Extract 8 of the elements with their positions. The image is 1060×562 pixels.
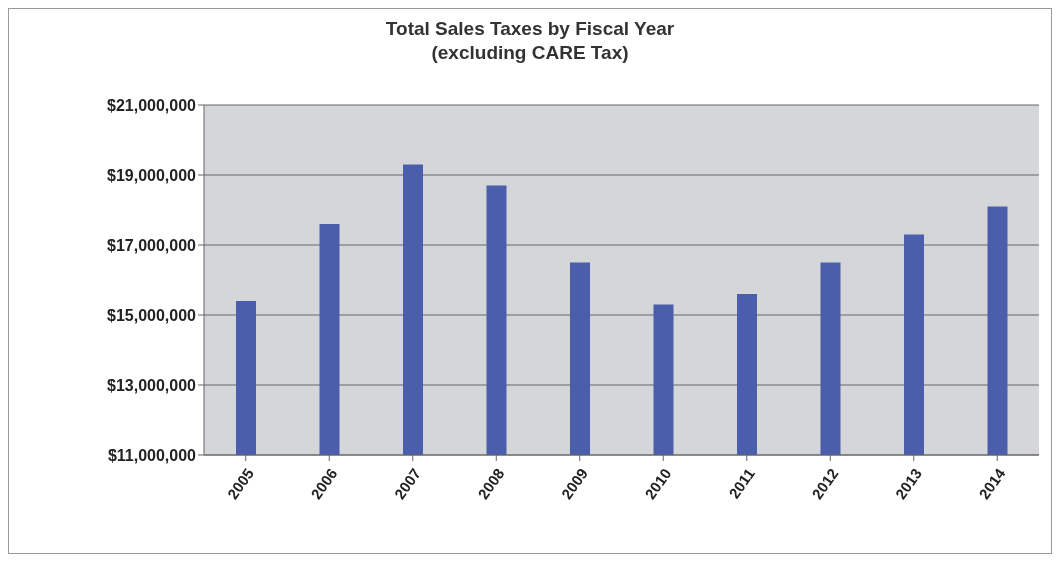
chart-title: Total Sales Taxes by Fiscal Year bbox=[384, 17, 676, 41]
y-tick-label: $19,000,000 bbox=[107, 166, 197, 184]
y-tick-label: $13,000,000 bbox=[107, 376, 197, 394]
y-tick-label: $17,000,000 bbox=[107, 236, 197, 254]
y-tick-label: $21,000,000 bbox=[107, 96, 197, 114]
chart-subtitle: (excluding CARE Tax) bbox=[430, 41, 630, 65]
y-tick-label: $11,000,000 bbox=[107, 446, 197, 464]
y-tick-label: $15,000,000 bbox=[107, 306, 197, 324]
